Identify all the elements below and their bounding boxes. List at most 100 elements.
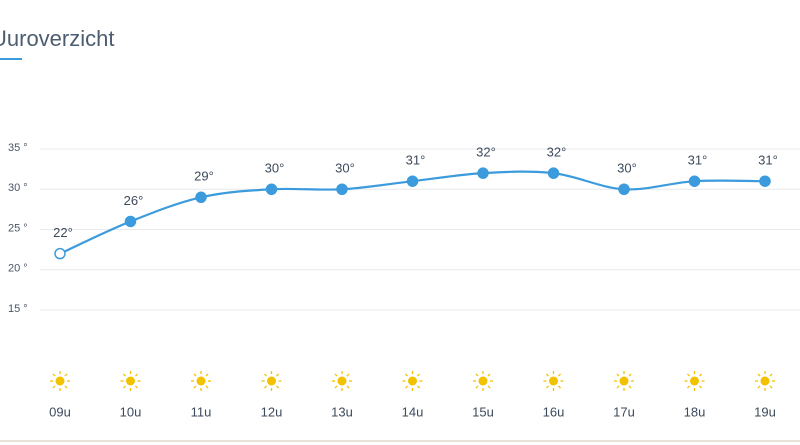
sun-ray [416, 385, 421, 389]
sun [126, 376, 135, 386]
weather-icon [755, 371, 775, 391]
sun-ray [769, 385, 773, 389]
point [336, 183, 348, 195]
sun [549, 376, 558, 386]
x-tick-label: 17u [613, 404, 635, 419]
value-label: 31° [688, 153, 708, 168]
x-tick-label: 19u [754, 404, 776, 419]
value-label: 32° [476, 145, 496, 160]
sun [760, 376, 770, 386]
value-label: 32° [547, 145, 567, 160]
weather-icon [50, 371, 70, 391]
sun-ray [475, 373, 479, 377]
point [265, 183, 278, 195]
weather-icon [614, 371, 634, 391]
point [547, 167, 560, 179]
sun-ray [769, 373, 773, 377]
sun-ray [205, 373, 209, 377]
sun-ray [757, 385, 761, 389]
sun-ray [263, 385, 268, 389]
sun-ray [193, 385, 197, 389]
sun [478, 376, 488, 386]
weather-icon [473, 371, 493, 391]
sun-ray [122, 373, 127, 377]
x-tick-label: 18u [684, 404, 706, 419]
sun-ray [487, 385, 491, 389]
point [54, 247, 66, 260]
sun [196, 376, 206, 386]
sun-ray [334, 373, 338, 377]
sun-ray [698, 373, 703, 377]
value-label: 26° [124, 193, 144, 208]
sun-ray [475, 385, 479, 389]
sun-ray [346, 373, 350, 377]
sun-ray [686, 373, 691, 377]
point [618, 183, 630, 195]
x-tick-label: 16u [543, 404, 565, 419]
sun-ray [334, 385, 338, 389]
value-label: 31° [758, 153, 778, 168]
weather-icon [543, 371, 564, 391]
sun-ray [193, 373, 197, 377]
x-tick-label: 10u [120, 404, 142, 419]
sun-ray [628, 385, 632, 389]
sun-ray [686, 385, 691, 389]
point [124, 215, 137, 228]
x-tick-label: 15u [472, 404, 494, 419]
value-label: 30° [617, 161, 637, 176]
x-tick-label: 09u [49, 404, 71, 419]
weather-icon [120, 371, 141, 391]
point [406, 175, 419, 187]
x-tick-label: 11u [191, 404, 212, 419]
sun-ray [134, 385, 139, 389]
title-underline [0, 58, 22, 60]
value-label: 30° [265, 161, 285, 176]
sun [337, 376, 347, 386]
sun-ray [205, 385, 209, 389]
value-label: 30° [335, 161, 355, 176]
weather-icon [402, 371, 423, 391]
y-tick-label: 15 ° [8, 303, 28, 315]
sun-ray [275, 373, 280, 377]
y-tick-label: 30 ° [8, 182, 28, 194]
point [477, 167, 489, 179]
sun-ray [404, 373, 409, 377]
sun-ray [134, 373, 139, 377]
sun [619, 376, 629, 386]
weather-icon [684, 371, 705, 391]
value-label: 31° [406, 153, 426, 168]
sun-ray [545, 385, 550, 389]
x-tick-label: 12u [261, 404, 283, 419]
sun-ray [487, 373, 491, 377]
weather-icon [191, 371, 211, 391]
sun [55, 376, 65, 386]
sun [408, 376, 417, 386]
sun-ray [404, 385, 409, 389]
weather-icon [261, 371, 282, 391]
title: Uuroverzicht [0, 26, 114, 51]
weather-icon [332, 371, 352, 391]
sun-ray [64, 373, 68, 377]
point [688, 175, 701, 187]
sun [267, 376, 276, 386]
sun-ray [52, 385, 56, 389]
sun-ray [757, 373, 761, 377]
sun-ray [416, 373, 421, 377]
sun-ray [557, 385, 562, 389]
sun-ray [52, 373, 56, 377]
value-label: 22° [53, 225, 73, 240]
sun [690, 376, 699, 386]
sun-ray [346, 385, 350, 389]
sun-ray [616, 373, 620, 377]
point [195, 191, 207, 204]
point [759, 175, 771, 187]
sun-ray [122, 385, 127, 389]
sun-ray [64, 385, 68, 389]
y-tick-label: 35 ° [8, 142, 28, 154]
y-tick-label: 20 ° [8, 263, 28, 275]
sun-ray [275, 385, 280, 389]
sun-ray [616, 385, 620, 389]
sun-ray [557, 373, 562, 377]
sun-ray [698, 385, 703, 389]
